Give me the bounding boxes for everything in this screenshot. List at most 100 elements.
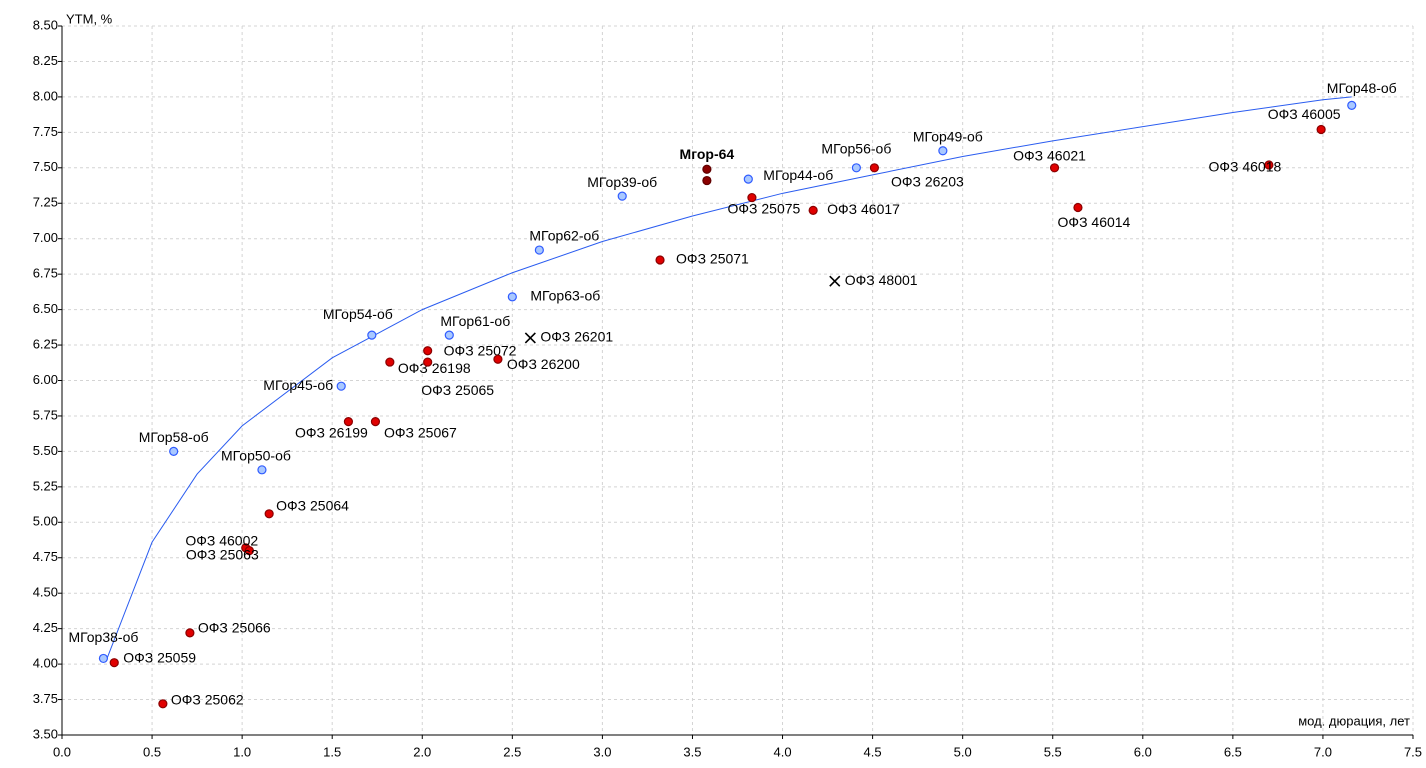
point-label: ОФЗ 26198 <box>398 360 471 376</box>
point-label: ОФЗ 25075 <box>728 200 801 216</box>
x-tick-label: 0.0 <box>53 744 71 759</box>
point <box>829 275 841 287</box>
point <box>869 163 880 173</box>
point-label: ОФЗ 25072 <box>444 342 517 358</box>
point-label: ОФЗ 46002 <box>185 533 258 549</box>
point-label: МГор38-об <box>68 629 138 645</box>
point-label: МГор39-об <box>587 174 657 190</box>
x-tick-label: 2.5 <box>503 744 521 759</box>
point <box>524 332 536 344</box>
point-label: ОФЗ 46005 <box>1268 106 1341 122</box>
point <box>851 163 861 173</box>
point-label: МГор44-об <box>763 167 833 183</box>
x-tick-label: 1.5 <box>323 744 341 759</box>
point-label: ОФЗ 25059 <box>123 649 196 665</box>
point <box>370 417 381 427</box>
point <box>264 509 274 519</box>
x-tick-label: 1.0 <box>233 744 251 759</box>
y-tick-label: 5.25 <box>33 478 58 493</box>
point <box>743 174 753 184</box>
y-tick-label: 8.25 <box>33 53 58 68</box>
point <box>507 292 517 302</box>
y-tick-label: 3.50 <box>33 726 58 741</box>
y-tick-label: 7.25 <box>33 195 58 210</box>
y-tick-label: 6.50 <box>33 301 58 316</box>
point-label: ОФЗ 25066 <box>198 620 271 636</box>
y-tick-label: 7.50 <box>33 159 58 174</box>
x-tick-label: 7.0 <box>1314 744 1332 759</box>
point-label: МГор45-об <box>263 377 333 393</box>
y-axis-label: YTM, % <box>66 11 113 26</box>
point <box>444 330 454 340</box>
point-label: МГор63-об <box>530 288 600 304</box>
point-label: ОФЗ 26201 <box>540 329 613 345</box>
point <box>169 446 179 456</box>
point-label: ОФЗ 46018 <box>1208 159 1281 175</box>
point-label: ОФЗ 25062 <box>171 692 244 708</box>
x-tick-label: 6.5 <box>1224 744 1242 759</box>
point <box>1049 163 1060 173</box>
point-label: ОФЗ 48001 <box>845 272 918 288</box>
point-label: ОФЗ 26200 <box>507 356 580 372</box>
y-tick-label: 6.00 <box>33 372 58 387</box>
point <box>185 628 195 638</box>
y-tick-label: 5.75 <box>33 407 58 422</box>
point-label: МГор48-об <box>1327 80 1397 96</box>
point-label: МГор62-об <box>529 228 599 244</box>
point-label: ОФЗ 26199 <box>295 424 368 440</box>
point-label: Мгор-64 <box>680 146 735 162</box>
point-label: МГор54-об <box>323 306 393 322</box>
point <box>938 146 948 156</box>
y-tick-label: 4.00 <box>33 656 58 671</box>
point-label: ОФЗ 25064 <box>276 497 349 513</box>
point-label: ОФЗ 25071 <box>676 251 749 267</box>
x-tick-label: 5.0 <box>954 744 972 759</box>
x-tick-label: 5.5 <box>1044 744 1062 759</box>
y-tick-label: 7.75 <box>33 124 58 139</box>
y-tick-label: 6.75 <box>33 266 58 281</box>
point <box>747 192 757 203</box>
y-tick-label: 8.50 <box>33 17 58 32</box>
point <box>1316 124 1326 135</box>
point <box>423 346 433 356</box>
y-tick-label: 7.00 <box>33 230 58 245</box>
point-label: ОФЗ 25065 <box>421 382 494 398</box>
point-label: ОФЗ 25063 <box>186 546 259 562</box>
point-label: МГор58-об <box>139 429 209 445</box>
point <box>493 354 503 364</box>
point <box>808 205 818 215</box>
x-tick-label: 4.0 <box>773 744 791 759</box>
point-label: МГор50-об <box>221 448 291 464</box>
x-tick-label: 7.5 <box>1404 744 1422 759</box>
point <box>702 175 712 186</box>
y-tick-label: 6.25 <box>33 336 58 351</box>
point <box>336 381 346 391</box>
point <box>343 417 354 427</box>
point-label: МГор56-об <box>821 141 891 157</box>
x-tick-label: 3.5 <box>683 744 701 759</box>
point-label: ОФЗ 25067 <box>384 424 457 440</box>
y-tick-label: 5.50 <box>33 443 58 458</box>
point <box>257 465 267 475</box>
point <box>158 699 168 709</box>
point-label: МГор61-об <box>440 313 510 329</box>
point-label: ОФЗ 46014 <box>1058 214 1131 230</box>
point <box>655 255 665 265</box>
point <box>702 164 712 174</box>
trendline <box>106 96 1352 659</box>
x-tick-label: 6.0 <box>1134 744 1152 759</box>
point <box>1264 160 1274 170</box>
y-tick-label: 5.00 <box>33 514 58 529</box>
point <box>617 191 627 201</box>
y-tick-label: 8.00 <box>33 88 58 103</box>
x-tick-label: 4.5 <box>864 744 882 759</box>
x-tick-label: 2.0 <box>413 744 431 759</box>
point <box>109 658 119 668</box>
y-tick-label: 4.50 <box>33 585 58 600</box>
y-tick-label: 4.25 <box>33 620 58 635</box>
x-axis-label: мод. дюрация, лет <box>1298 713 1410 728</box>
point <box>1073 202 1083 213</box>
point <box>367 330 377 340</box>
x-tick-label: 3.0 <box>593 744 611 759</box>
y-tick-label: 4.75 <box>33 549 58 564</box>
